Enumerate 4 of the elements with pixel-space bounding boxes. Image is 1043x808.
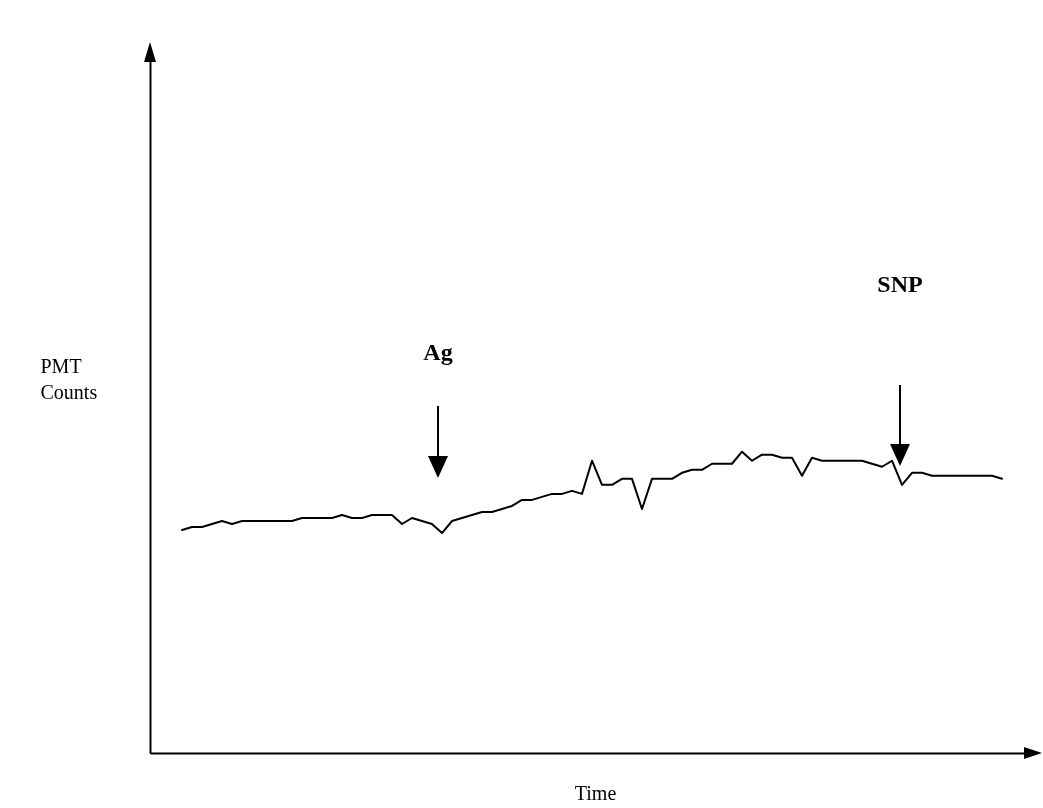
y-axis-title: PMT Counts bbox=[40, 354, 98, 403]
text: Ag bbox=[423, 339, 453, 365]
text: SNP bbox=[877, 271, 923, 297]
x-axis-title: Time bbox=[574, 781, 617, 804]
